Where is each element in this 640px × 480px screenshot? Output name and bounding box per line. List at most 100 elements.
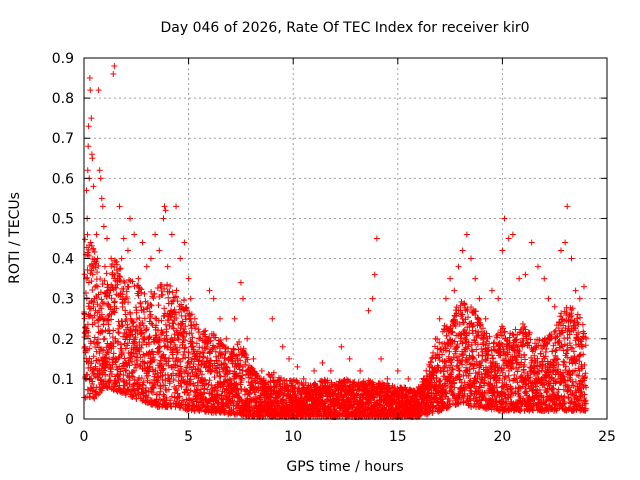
data-point bbox=[115, 329, 122, 336]
data-point bbox=[203, 344, 210, 351]
data-point bbox=[187, 387, 194, 394]
data-point bbox=[120, 285, 127, 292]
data-point bbox=[114, 261, 121, 268]
data-point bbox=[148, 288, 155, 295]
data-point bbox=[118, 341, 125, 348]
data-point bbox=[102, 371, 109, 378]
data-point bbox=[95, 262, 102, 269]
data-point bbox=[98, 305, 105, 312]
data-point bbox=[88, 278, 95, 285]
data-point bbox=[95, 356, 102, 363]
data-point bbox=[147, 311, 154, 318]
data-point bbox=[177, 358, 184, 365]
data-point bbox=[178, 301, 185, 308]
data-point bbox=[119, 303, 126, 310]
data-point bbox=[141, 308, 148, 315]
data-point bbox=[125, 283, 132, 290]
data-point bbox=[156, 344, 163, 351]
data-point bbox=[111, 309, 118, 316]
data-point bbox=[200, 401, 207, 408]
data-point bbox=[118, 323, 125, 330]
data-point bbox=[119, 291, 126, 298]
data-point bbox=[95, 323, 102, 330]
data-point bbox=[103, 270, 110, 277]
data-point bbox=[170, 320, 177, 327]
data-point bbox=[163, 332, 170, 339]
data-point bbox=[138, 329, 145, 336]
data-point bbox=[215, 357, 222, 364]
data-point bbox=[193, 340, 200, 347]
data-point bbox=[136, 285, 143, 292]
data-point bbox=[137, 300, 144, 307]
data-point bbox=[184, 359, 191, 366]
data-point bbox=[172, 294, 179, 301]
data-point bbox=[144, 305, 151, 312]
data-point bbox=[148, 302, 155, 309]
data-point bbox=[121, 279, 128, 286]
data-point bbox=[117, 265, 124, 272]
data-point bbox=[122, 367, 129, 374]
data-point bbox=[173, 315, 180, 322]
data-point bbox=[152, 367, 159, 374]
data-point bbox=[183, 386, 190, 393]
data-point bbox=[181, 345, 188, 352]
data-point bbox=[166, 322, 173, 329]
data-point bbox=[104, 359, 111, 366]
data-point bbox=[206, 377, 213, 384]
data-point bbox=[113, 267, 120, 274]
data-point bbox=[131, 387, 138, 394]
data-point bbox=[170, 337, 177, 344]
data-point bbox=[108, 371, 115, 378]
data-point bbox=[165, 362, 172, 369]
data-point bbox=[128, 327, 135, 334]
data-point bbox=[87, 340, 94, 347]
data-point bbox=[107, 377, 114, 384]
data-point bbox=[84, 274, 91, 281]
data-point bbox=[206, 362, 213, 369]
data-point bbox=[114, 281, 121, 288]
data-point bbox=[110, 350, 117, 357]
data-point bbox=[150, 385, 157, 392]
data-point bbox=[150, 294, 157, 301]
data-point bbox=[125, 299, 132, 306]
data-point bbox=[151, 290, 158, 297]
data-point bbox=[207, 337, 214, 344]
data-point bbox=[182, 323, 189, 330]
data-point bbox=[157, 385, 164, 392]
data-point bbox=[190, 361, 197, 368]
data-point bbox=[115, 338, 122, 345]
data-point bbox=[185, 310, 192, 317]
data-point bbox=[210, 344, 217, 351]
data-point bbox=[146, 333, 153, 340]
data-point bbox=[133, 309, 140, 316]
data-point bbox=[187, 380, 194, 387]
data-point bbox=[123, 367, 130, 374]
data-point bbox=[149, 348, 156, 355]
data-point bbox=[110, 308, 117, 315]
data-point bbox=[147, 301, 154, 308]
data-point bbox=[137, 325, 144, 332]
data-point bbox=[154, 379, 161, 386]
data-point bbox=[99, 299, 106, 306]
data-point bbox=[86, 345, 93, 352]
data-point bbox=[199, 371, 206, 378]
data-point bbox=[122, 345, 129, 352]
data-point bbox=[97, 289, 104, 296]
data-point bbox=[160, 351, 167, 358]
data-point bbox=[207, 368, 214, 375]
data-point bbox=[181, 297, 188, 304]
data-point bbox=[204, 355, 211, 362]
data-point bbox=[97, 275, 104, 282]
data-point bbox=[212, 334, 219, 341]
data-point bbox=[122, 391, 129, 398]
data-point bbox=[84, 266, 91, 273]
data-point bbox=[91, 334, 98, 341]
data-point bbox=[158, 317, 165, 324]
data-point bbox=[168, 298, 175, 305]
data-point bbox=[159, 361, 166, 368]
data-point bbox=[126, 362, 133, 369]
data-point bbox=[172, 343, 179, 350]
data-point bbox=[126, 276, 133, 283]
data-point bbox=[136, 363, 143, 370]
data-point bbox=[174, 349, 181, 356]
